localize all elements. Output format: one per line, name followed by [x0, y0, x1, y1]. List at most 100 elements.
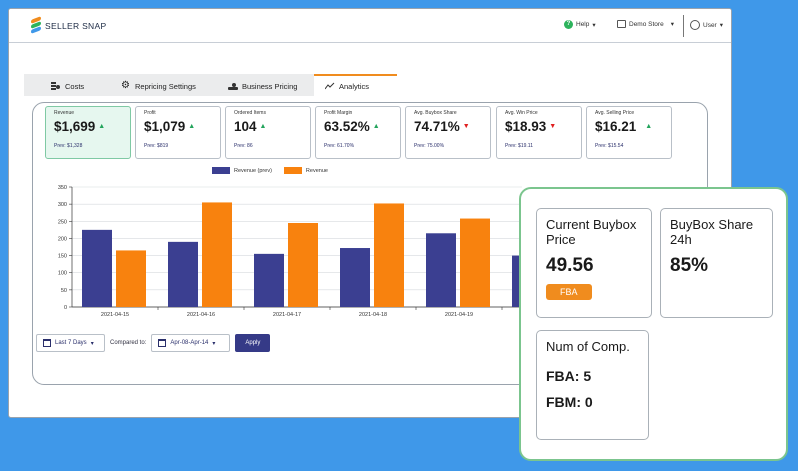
bar-revenue-prev [82, 229, 112, 307]
bar-revenue [202, 202, 232, 307]
kpi-value-text: 74.71% [414, 119, 460, 134]
tab-label: Costs [65, 81, 85, 91]
kpi-value-text: 104 [234, 119, 257, 134]
trend-up-icon: ▲ [188, 123, 196, 130]
card-title: Current Buybox Price [546, 217, 637, 247]
trend-up-icon: ▲ [645, 123, 653, 130]
y-tick-label: 50 [61, 288, 67, 294]
kpi-value: $18.93 ▼ [505, 119, 573, 134]
tab-business-pricing[interactable]: Business Pricing [217, 74, 314, 96]
compare-range-dropdown[interactable]: Apr-08-Apr-14 ▾ [151, 334, 231, 352]
brand-name: SELLER SNAP [45, 21, 107, 31]
current-buybox-price: 49.56 [546, 255, 594, 276]
store-icon [617, 20, 626, 28]
chevron-down-icon: ▾ [719, 22, 723, 29]
legend-item-current[interactable]: Revenue [283, 167, 328, 174]
trend-up-icon: ▲ [98, 123, 106, 130]
store-label: Demo Store [629, 20, 664, 28]
card-title: BuyBox Share 24h [670, 217, 754, 247]
kpi-value: $1,699 ▲ [54, 119, 122, 134]
brand-logo[interactable]: SELLER SNAP [31, 16, 107, 34]
revenue-bar-chart: 0 50 100 150 200 250 300 350 2021-04-15 2021-04-1… [58, 185, 524, 318]
y-tick-label: 150 [58, 254, 67, 260]
apply-button[interactable]: Apply [235, 334, 271, 352]
y-tick-label: 300 [58, 202, 67, 208]
kpi-ordered-items[interactable]: Ordered Items 104 ▲ Prev: 86 [225, 106, 311, 159]
legend-swatch [212, 167, 230, 174]
kpi-label: Avg. Win Price [505, 110, 538, 116]
legend-swatch [283, 167, 302, 174]
analytics-icon [324, 82, 335, 90]
coins-icon [51, 82, 60, 90]
kpi-label: Profit Margin [324, 110, 353, 116]
product-tabs: Costs ⚙ Repricing Settings Business Pric… [24, 74, 397, 96]
y-tick-label: 250 [58, 219, 67, 225]
y-tick-label: 200 [58, 236, 67, 242]
trend-up-icon: ▲ [372, 123, 380, 130]
x-tick-label: 2021-04-15 [101, 312, 129, 318]
kpi-label: Avg. Selling Price [595, 110, 635, 116]
kpi-revenue[interactable]: Revenue $1,699 ▲ Prev: $1,328 [45, 106, 131, 159]
kpi-profit-margin[interactable]: Profit Margin 63.52% ▲ Prev: 61.70% [315, 106, 401, 159]
kpi-label: Avg. Buybox Share [414, 110, 457, 116]
x-tick-label: 2021-04-16 [187, 312, 215, 318]
user-menu[interactable]: User ▾ [690, 20, 723, 30]
chevron-down-icon: ▾ [90, 340, 94, 347]
bar-revenue-prev [254, 253, 284, 307]
hand-icon [228, 82, 238, 90]
kpi-previous: Prev: 86 [234, 143, 253, 149]
kpi-previous: Prev: 61.70% [324, 143, 355, 149]
date-range-dropdown[interactable]: Last 7 Days ▾ [36, 334, 105, 352]
tab-label: Repricing Settings [135, 81, 196, 91]
kpi-previous: Prev: $15.54 [595, 143, 624, 149]
chevron-down-icon: ▾ [592, 21, 596, 29]
compared-to-label: Compared to: [110, 340, 147, 346]
fba-competitors: FBA: 5 [546, 368, 592, 384]
kpi-previous: Prev: $819 [144, 143, 169, 149]
y-tick-label: 350 [58, 185, 67, 191]
current-buybox-price-card: Current Buybox Price 49.56 FBA [536, 208, 652, 318]
bar-revenue-prev [168, 241, 198, 307]
store-selector[interactable]: Demo Store ▾ [617, 20, 674, 28]
chevron-down-icon: ▾ [670, 21, 674, 28]
compare-range-value: Apr-08-Apr-14 [170, 340, 209, 346]
tab-repricing-settings[interactable]: ⚙ Repricing Settings [109, 74, 217, 96]
bar-revenue [288, 223, 318, 307]
kpi-value: 104 ▲ [234, 119, 302, 134]
bar-revenue [116, 250, 146, 307]
trend-down-icon: ▼ [549, 123, 557, 130]
legend-item-prev[interactable]: Revenue (prev) [212, 167, 272, 174]
y-tick-label: 100 [58, 271, 67, 277]
help-menu[interactable]: ? Help ▾ [564, 20, 596, 29]
kpi-avg-buybox-share[interactable]: Avg. Buybox Share 74.71% ▼ Prev: 75.00% [405, 106, 491, 159]
gear-icon: ⚙ [121, 80, 130, 91]
user-avatar-icon [690, 20, 700, 30]
date-range-value: Last 7 Days [55, 340, 87, 346]
y-tick-label: 0 [64, 305, 67, 311]
kpi-value-text: $16.21 [595, 119, 637, 134]
kpi-label: Revenue [54, 110, 75, 116]
x-tick-label: 2021-04-18 [359, 312, 387, 318]
competitors-card: Num of Comp. FBA: 5 FBM: 0 [536, 330, 649, 440]
kpi-value-text: $18.93 [505, 119, 547, 134]
kpi-value: $16.21 ▲ [595, 119, 663, 134]
legend-label: Revenue [305, 167, 328, 174]
kpi-avg-win-price[interactable]: Avg. Win Price $18.93 ▼ Prev: $19.11 [496, 106, 582, 159]
tab-analytics[interactable]: Analytics [314, 74, 397, 96]
kpi-profit[interactable]: Profit $1,079 ▲ Prev: $819 [135, 106, 221, 159]
kpi-previous: Prev: $1,328 [54, 143, 83, 149]
kpi-avg-selling-price[interactable]: Avg. Selling Price $16.21 ▲ Prev: $15.54 [586, 106, 672, 159]
kpi-previous: Prev: $19.11 [505, 143, 533, 149]
kpi-value: $1,079 ▲ [144, 119, 212, 134]
seller-snap-logo-icon [31, 16, 41, 34]
tab-costs[interactable]: Costs [24, 74, 109, 96]
bar-revenue-prev [426, 233, 456, 307]
buybox-share-value: 85% [670, 255, 709, 276]
tab-label: Business Pricing [242, 81, 298, 91]
x-tick-label: 2021-04-17 [273, 312, 301, 318]
tab-label: Analytics [339, 81, 370, 91]
trend-down-icon: ▼ [462, 123, 470, 130]
buybox-overlay-card: Current Buybox Price 49.56 FBA BuyBox Sh… [519, 187, 788, 461]
trend-up-icon: ▲ [259, 123, 267, 130]
x-tick-label: 2021-04-19 [445, 312, 473, 318]
